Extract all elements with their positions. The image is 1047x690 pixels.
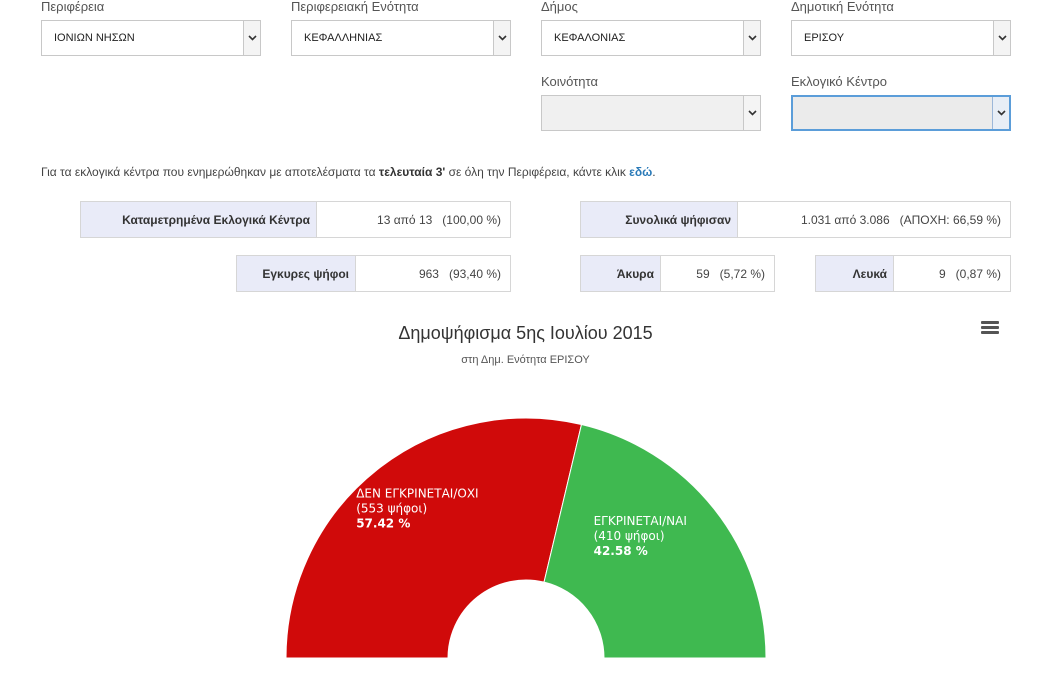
filter-municipal-unit: Δημοτική Ενότητα ΕΡΙΣΟΥ xyxy=(791,0,1011,56)
slice-name-label: ΕΓΚΡΙΝΕΤΑΙ/ΝΑΙ xyxy=(594,514,687,528)
chevron-down-icon[interactable] xyxy=(743,21,760,55)
select-value: ΚΕΦΑΛΟΝΙΑΣ xyxy=(554,32,626,44)
filter-community: Κοινότητα xyxy=(541,75,761,131)
regional-unit-select[interactable]: ΚΕΦΑΛΛΗΝΙΑΣ xyxy=(291,20,511,56)
periphery-select[interactable]: ΙΟΝΙΩΝ ΝΗΣΩΝ xyxy=(41,20,261,56)
slice-votes-label: (410 ψήφοι) xyxy=(594,529,665,543)
chevron-down-icon[interactable] xyxy=(992,97,1009,129)
slice-name-label: ΔΕΝ ΕΓΚΡΙΝΕΤΑΙ/ΟΧΙ xyxy=(356,486,478,500)
stat-label: Λευκά xyxy=(816,256,894,291)
slice-percent-label: 42.58 % xyxy=(594,544,648,558)
info-line: Για τα εκλογικά κέντρα που ενημερώθηκαν … xyxy=(41,165,656,179)
stat-blank-votes: Λευκά 9 (0,87 %) xyxy=(815,255,1011,292)
stat-label: Εγκυρες ψήφοι xyxy=(237,256,356,291)
chart-title: Δημοψήφισμα 5ης Ιουλίου 2015 xyxy=(398,323,653,343)
filter-polling-center: Εκλογικό Κέντρο xyxy=(791,75,1011,131)
pie-slice-2[interactable] xyxy=(543,423,767,659)
community-select[interactable] xyxy=(541,95,761,131)
select-value: ΚΕΦΑΛΛΗΝΙΑΣ xyxy=(304,32,383,44)
chevron-down-icon[interactable] xyxy=(243,21,260,55)
stat-label: Συνολικά ψήφισαν xyxy=(581,202,738,237)
municipality-select[interactable]: ΚΕΦΑΛΟΝΙΑΣ xyxy=(541,20,761,56)
stat-value: 1.031 από 3.086 (ΑΠΟΧΗ: 66,59 %) xyxy=(738,202,1010,237)
select-value: ΙΟΝΙΩΝ ΝΗΣΩΝ xyxy=(54,32,135,44)
filter-label: Δήμος xyxy=(541,0,578,14)
stat-value: 963 (93,40 %) xyxy=(356,256,510,291)
pie-slice-1[interactable] xyxy=(285,417,583,659)
chevron-down-icon[interactable] xyxy=(743,96,760,130)
slice-votes-label: (553 ψήφοι) xyxy=(356,501,427,515)
slice-percent-label: 57.42 % xyxy=(356,516,410,530)
stat-value: 13 από 13 (100,00 %) xyxy=(317,202,510,237)
hamburger-menu-icon[interactable] xyxy=(981,321,999,337)
filter-label: Δημοτική Ενότητα xyxy=(791,0,894,14)
stat-total-voted: Συνολικά ψήφισαν 1.031 από 3.086 (ΑΠΟΧΗ:… xyxy=(580,201,1011,238)
info-highlight: τελευταία 3' xyxy=(378,165,446,179)
stat-value: 59 (5,72 %) xyxy=(661,256,774,291)
filter-label: Περιφερειακή Ενότητα xyxy=(291,0,419,14)
chart-subtitle: στη Δημ. Ενότητα ΕΡΙΣΟΥ xyxy=(461,354,590,366)
stat-counted-centers: Καταμετρημένα Εκλογικά Κέντρα 13 από 13 … xyxy=(80,201,511,238)
stat-label: Άκυρα xyxy=(581,256,661,291)
filter-label: Εκλογικό Κέντρο xyxy=(791,74,888,89)
filter-regional-unit: Περιφερειακή Ενότητα ΚΕΦΑΛΛΗΝΙΑΣ xyxy=(291,0,511,56)
info-text-end: . xyxy=(652,165,656,179)
info-text-before: Για τα εκλογικά κέντρα που ενημερώθηκαν … xyxy=(41,165,379,179)
filter-municipality: Δήμος ΚΕΦΑΛΟΝΙΑΣ xyxy=(541,0,761,56)
semicircle-donut-chart: ΔΕΝ ΕΓΚΡΙΝΕΤΑΙ/ΟΧΙ(553 ψήφοι)57.42 % ΕΓΚΡ… xyxy=(285,417,767,659)
filter-label: Κοινότητα xyxy=(541,74,599,89)
select-value: ΕΡΙΣΟΥ xyxy=(804,32,845,44)
chevron-down-icon[interactable] xyxy=(993,21,1010,55)
chevron-down-icon[interactable] xyxy=(493,21,510,55)
filter-periphery: Περιφέρεια ΙΟΝΙΩΝ ΝΗΣΩΝ xyxy=(41,0,261,56)
info-text-after: σε όλη την Περιφέρεια, κάντε κλικ xyxy=(445,165,630,179)
stat-valid-votes: Εγκυρες ψήφοι 963 (93,40 %) xyxy=(236,255,511,292)
info-link[interactable]: εδώ xyxy=(629,165,653,179)
municipal-unit-select[interactable]: ΕΡΙΣΟΥ xyxy=(791,20,1011,56)
polling-center-select[interactable] xyxy=(791,95,1011,131)
stat-value: 9 (0,87 %) xyxy=(894,256,1010,291)
filter-label: Περιφέρεια xyxy=(41,0,105,14)
stat-invalid-votes: Άκυρα 59 (5,72 %) xyxy=(580,255,775,292)
stat-label: Καταμετρημένα Εκλογικά Κέντρα xyxy=(81,202,317,237)
